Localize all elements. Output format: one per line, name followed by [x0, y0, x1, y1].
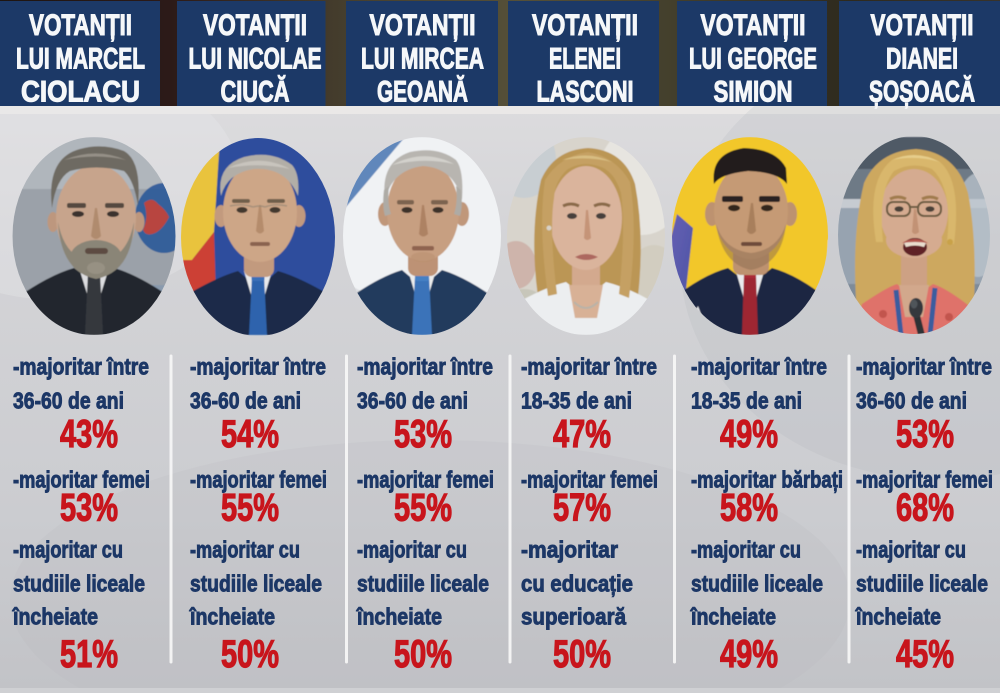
svg-text:GEOANĂ: GEOANĂ	[377, 75, 468, 109]
svg-text:ELENEI: ELENEI	[549, 43, 621, 76]
svg-text:-majoritar femei: -majoritar femei	[13, 467, 150, 493]
svg-text:53%: 53%	[60, 487, 118, 530]
svg-text:cu educație: cu educație	[521, 571, 633, 598]
svg-text:-majoritar între: -majoritar între	[856, 354, 992, 380]
svg-text:VOTANȚII: VOTANȚII	[701, 9, 806, 42]
svg-text:-majoritar: -majoritar	[521, 537, 618, 563]
svg-text:49%: 49%	[720, 413, 778, 456]
svg-text:încheiate: încheiate	[12, 604, 98, 630]
svg-text:încheiate: încheiate	[356, 604, 442, 630]
svg-text:ȘOȘOACĂ: ȘOȘOACĂ	[869, 75, 975, 109]
svg-text:18-35 de ani: 18-35 de ani	[521, 388, 632, 414]
svg-text:-majoritar cu: -majoritar cu	[357, 537, 467, 563]
svg-text:-majoritar cu: -majoritar cu	[691, 537, 801, 563]
svg-text:51%: 51%	[60, 633, 118, 676]
svg-text:CIUCĂ: CIUCĂ	[221, 75, 290, 109]
svg-text:studiile liceale: studiile liceale	[357, 571, 489, 597]
svg-text:VOTANȚII: VOTANȚII	[370, 9, 476, 42]
svg-text:încheiate: încheiate	[855, 604, 941, 630]
svg-text:LUI GEORGE: LUI GEORGE	[689, 43, 817, 76]
svg-text:50%: 50%	[221, 633, 279, 676]
svg-text:50%: 50%	[553, 633, 611, 676]
svg-text:LUI MARCEL: LUI MARCEL	[16, 43, 145, 76]
svg-text:VOTANȚII: VOTANȚII	[29, 9, 132, 42]
svg-text:36-60 de ani: 36-60 de ani	[190, 388, 301, 414]
svg-text:încheiate: încheiate	[690, 604, 776, 630]
svg-text:VOTANȚII: VOTANȚII	[203, 9, 307, 42]
svg-text:58%: 58%	[720, 487, 778, 530]
svg-text:49%: 49%	[720, 633, 778, 676]
svg-text:studiile liceale: studiile liceale	[13, 571, 145, 597]
svg-text:55%: 55%	[394, 487, 452, 530]
svg-text:LASCONI: LASCONI	[537, 76, 634, 109]
svg-text:DIANEI: DIANEI	[886, 43, 958, 76]
svg-text:68%: 68%	[896, 487, 954, 530]
svg-text:SIMION: SIMION	[714, 76, 793, 109]
svg-text:53%: 53%	[896, 413, 954, 456]
svg-text:superioară: superioară	[521, 604, 627, 630]
svg-text:36-60 de ani: 36-60 de ani	[856, 388, 967, 414]
svg-text:54%: 54%	[221, 413, 279, 456]
svg-text:-majoritar femei: -majoritar femei	[856, 467, 993, 493]
svg-text:18-35 de ani: 18-35 de ani	[691, 388, 802, 414]
svg-text:36-60 de ani: 36-60 de ani	[13, 388, 124, 414]
svg-text:studiile liceale: studiile liceale	[691, 571, 823, 597]
svg-text:43%: 43%	[60, 413, 118, 456]
svg-text:-majoritar femei: -majoritar femei	[357, 467, 494, 493]
svg-text:-majoritar bărbați: -majoritar bărbați	[691, 467, 843, 494]
svg-text:-majoritar între: -majoritar între	[521, 354, 657, 380]
svg-text:-majoritar între: -majoritar între	[13, 354, 149, 380]
svg-text:-majoritar între: -majoritar între	[691, 354, 827, 380]
svg-text:studiile liceale: studiile liceale	[190, 571, 322, 597]
svg-text:VOTANȚII: VOTANȚII	[532, 9, 638, 42]
svg-text:-majoritar cu: -majoritar cu	[856, 537, 966, 563]
svg-text:VOTANȚII: VOTANȚII	[871, 9, 974, 42]
svg-text:încheiate: încheiate	[189, 604, 275, 630]
svg-text:45%: 45%	[896, 633, 954, 676]
svg-text:-majoritar cu: -majoritar cu	[190, 537, 300, 563]
svg-text:-majoritar cu: -majoritar cu	[13, 537, 123, 563]
svg-text:53%: 53%	[394, 413, 452, 456]
svg-text:50%: 50%	[394, 633, 452, 676]
svg-text:55%: 55%	[221, 487, 279, 530]
svg-text:47%: 47%	[553, 413, 611, 456]
svg-text:-majoritar femei: -majoritar femei	[521, 467, 658, 493]
svg-text:-majoritar femei: -majoritar femei	[190, 467, 327, 493]
svg-text:-majoritar între: -majoritar între	[357, 354, 493, 380]
svg-text:57%: 57%	[553, 487, 611, 530]
svg-text:36-60 de ani: 36-60 de ani	[357, 388, 468, 414]
svg-text:-majoritar între: -majoritar între	[190, 354, 326, 380]
svg-text:LUI NICOLAE: LUI NICOLAE	[189, 43, 322, 76]
svg-text:CIOLACU: CIOLACU	[21, 76, 140, 109]
svg-text:LUI MIRCEA: LUI MIRCEA	[361, 43, 484, 76]
svg-text:studiile liceale: studiile liceale	[856, 571, 988, 597]
